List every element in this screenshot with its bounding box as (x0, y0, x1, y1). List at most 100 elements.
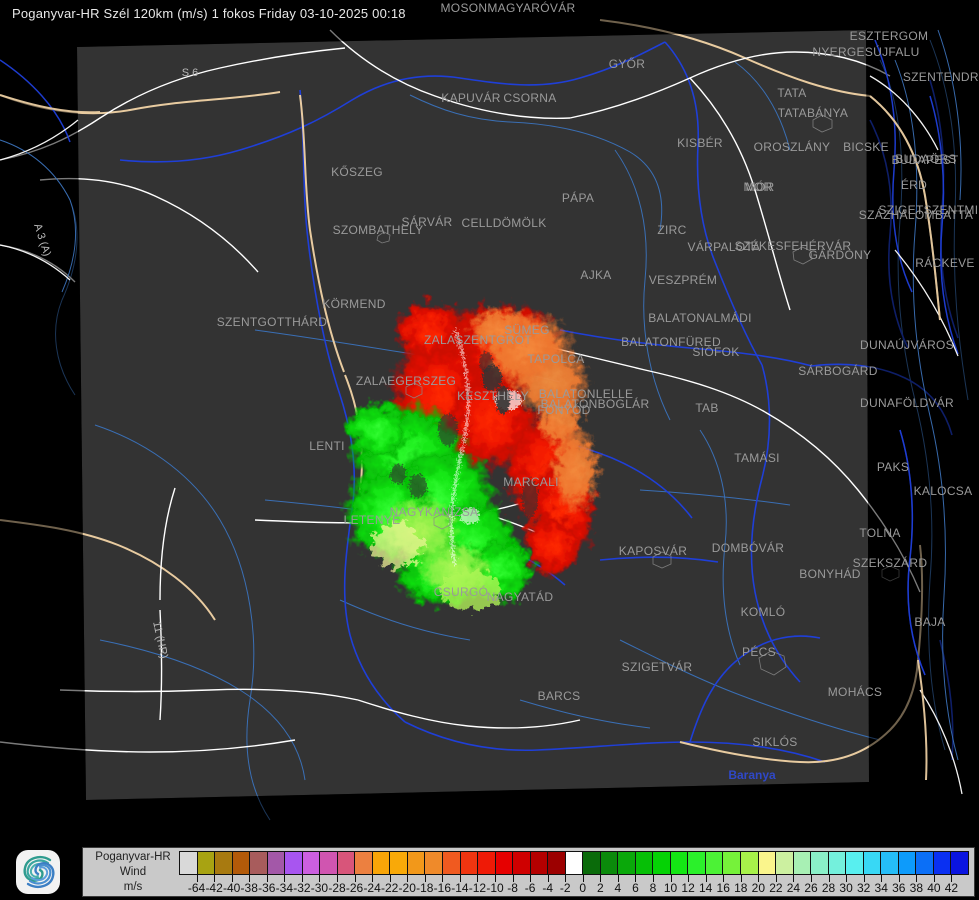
tick-label: 40 (927, 881, 941, 895)
tick-label: -6 (524, 881, 536, 895)
color-cell[interactable] (495, 852, 514, 874)
tick-mark (442, 875, 444, 882)
color-cell[interactable] (811, 852, 829, 874)
tick-label: -32 (293, 881, 311, 895)
tick-mark (688, 875, 690, 882)
tick-mark (354, 875, 356, 882)
tick-mark (933, 875, 935, 882)
tick-label: 18 (734, 881, 748, 895)
tick-label: -10 (486, 881, 504, 895)
color-cell[interactable] (670, 852, 689, 874)
tick-label: -8 (507, 881, 518, 895)
tick-label: -22 (380, 881, 399, 895)
color-cell[interactable] (741, 852, 759, 874)
color-cell[interactable] (548, 852, 566, 874)
tick-mark (495, 875, 496, 882)
tick-mark (547, 875, 549, 882)
color-cell[interactable] (407, 852, 426, 874)
tick-label: -36 (258, 881, 276, 895)
color-cell[interactable] (881, 852, 899, 874)
page-title: Poganyvar-HR Szél 120km (m/s) 1 fokos Fr… (12, 6, 406, 21)
tick-label: 36 (892, 881, 906, 895)
color-cell[interactable] (355, 852, 373, 874)
tick-label: 26 (804, 881, 818, 895)
color-cell[interactable] (933, 852, 952, 874)
color-cell[interactable] (197, 852, 216, 874)
color-cell[interactable] (372, 852, 391, 874)
color-cell[interactable] (390, 852, 408, 874)
tick-label: -4 (542, 881, 553, 895)
color-cell[interactable] (828, 852, 847, 874)
color-cell[interactable] (320, 852, 338, 874)
color-cell[interactable] (302, 852, 321, 874)
legend-line3: m/s (123, 881, 143, 893)
tick-mark (775, 875, 777, 882)
tick-mark (863, 875, 865, 882)
legend-line2: Wind (119, 866, 147, 878)
color-scale-legend[interactable]: Poganyvar-HR Wind m/s -64 -42 -40 -38 -36 -34… (82, 847, 975, 897)
tick-mark (951, 875, 953, 882)
tick-label: -64 (187, 881, 206, 895)
tick-mark (459, 875, 461, 882)
color-cell[interactable] (583, 852, 601, 874)
color-bar-ticks: -64 -42 -40 -38 -36 -34 -32 -30 -28 -26 -24 -22 -20-… (179, 875, 969, 897)
radar-map[interactable]: MOSONMAGYARÓVÁR KAPUVÁR CSORNA GYŐR TATA TATA… (0, 0, 979, 845)
tick-label: 32 (856, 881, 871, 895)
tick-label: 12 (681, 881, 695, 895)
color-cell[interactable] (653, 852, 671, 874)
color-cell[interactable] (688, 852, 706, 874)
color-cell[interactable] (723, 852, 741, 874)
color-bar[interactable] (179, 851, 969, 875)
tick-label: -18 (416, 881, 434, 895)
color-cell[interactable] (425, 852, 443, 874)
color-cell[interactable] (232, 852, 251, 874)
color-cell[interactable] (898, 852, 917, 874)
tick-mark (811, 875, 812, 882)
tick-mark (266, 875, 268, 882)
tick-mark (389, 875, 391, 882)
tick-label: -20 (398, 881, 416, 895)
tick-mark (337, 875, 338, 882)
tick-mark (372, 875, 374, 882)
echo-inbound-orange (466, 306, 601, 514)
tick-mark (670, 875, 672, 882)
color-cell[interactable] (600, 852, 619, 874)
color-cell[interactable] (285, 852, 303, 874)
color-cell[interactable] (267, 852, 286, 874)
tick-mark (301, 875, 303, 882)
tick-label: 28 (821, 881, 836, 895)
color-cell[interactable] (250, 852, 268, 874)
tick-label: -34 (275, 881, 293, 895)
color-cell[interactable] (916, 852, 934, 874)
tick-mark (231, 875, 233, 882)
color-cell[interactable] (846, 852, 864, 874)
tick-label: 14 (698, 881, 713, 895)
color-cell[interactable] (180, 852, 198, 874)
color-cell[interactable] (635, 852, 654, 874)
tick-mark (705, 875, 707, 882)
color-cell[interactable] (530, 852, 549, 874)
tick-label: -40 (222, 881, 241, 895)
color-cell[interactable] (215, 852, 233, 874)
color-cell[interactable] (758, 852, 777, 874)
tick-label: -26 (345, 881, 364, 895)
color-cell[interactable] (776, 852, 794, 874)
tick-mark (617, 875, 619, 882)
color-cell[interactable] (337, 852, 356, 874)
color-cell[interactable] (513, 852, 531, 874)
tick-mark (249, 875, 251, 882)
color-cell[interactable] (618, 852, 636, 874)
color-cell[interactable] (951, 852, 968, 874)
color-cell[interactable] (863, 852, 882, 874)
color-cell[interactable] (565, 852, 584, 874)
color-cell[interactable] (478, 852, 496, 874)
color-cell[interactable] (460, 852, 479, 874)
tick-label: 0 (579, 881, 587, 895)
tick-mark (723, 875, 725, 882)
tick-mark (512, 875, 514, 882)
color-cell[interactable] (442, 852, 461, 874)
color-cell[interactable] (793, 852, 812, 874)
tick-label: -24 (363, 881, 381, 895)
color-cell[interactable] (705, 852, 724, 874)
tick-label: -16 (433, 881, 451, 895)
